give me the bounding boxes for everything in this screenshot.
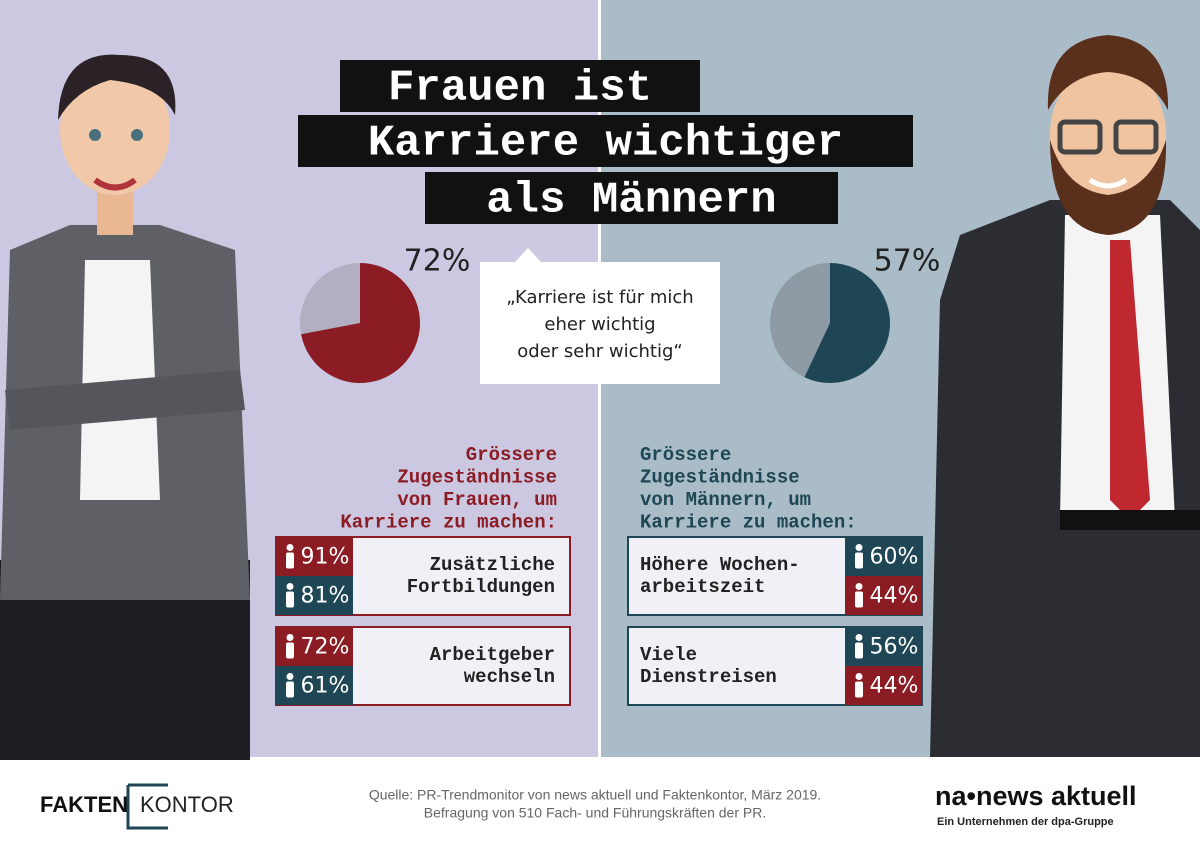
- section-heading: Grössere: [640, 444, 731, 466]
- person-icon: [286, 673, 294, 680]
- section-heading: von Männern, um: [640, 489, 811, 511]
- pie-label: 57%: [874, 244, 941, 279]
- title-box: [340, 60, 700, 112]
- stat-value: 44%: [870, 584, 919, 609]
- logo-left-light: KONTOR: [140, 792, 234, 817]
- quote-box: [480, 262, 720, 384]
- item-label: Fortbildungen: [407, 576, 555, 598]
- title-line: als Männern: [486, 176, 776, 226]
- pie-slice: [804, 263, 891, 384]
- person-icon: [286, 634, 294, 641]
- item-label: Arbeitgeber: [430, 644, 555, 666]
- person-icon: [855, 634, 863, 641]
- section-heading: Zugeständnisse: [397, 467, 557, 489]
- person-icon: [855, 673, 863, 680]
- stat-value: 56%: [870, 635, 919, 660]
- title-box: [425, 172, 838, 224]
- person-icon: [286, 544, 294, 551]
- title-box: [298, 115, 913, 167]
- person-icon: [286, 583, 294, 590]
- quote-line: eher wichtig: [544, 314, 655, 335]
- man-figure: [930, 35, 1200, 757]
- person-icon: [855, 552, 863, 569]
- logo-left-bold: FAKTEN: [40, 792, 128, 817]
- person-icon: [855, 681, 863, 698]
- stat-value: 60%: [870, 545, 919, 570]
- person-icon: [286, 552, 294, 569]
- logo-frame: [126, 783, 168, 830]
- quote-line: „Karriere ist für mich: [506, 287, 693, 308]
- stat-value: 61%: [301, 674, 350, 699]
- item-label: Viele: [640, 644, 697, 666]
- person-icon: [855, 544, 863, 551]
- section-heading: Zugeständnisse: [640, 467, 800, 489]
- stat-value: 72%: [301, 635, 350, 660]
- item-label: Zusätzliche: [430, 554, 555, 576]
- person-icon: [286, 591, 294, 608]
- section-heading: Karriere zu machen:: [640, 512, 857, 534]
- person-icon: [855, 591, 863, 608]
- pie-label: 72%: [404, 244, 471, 279]
- item-label: wechseln: [464, 666, 555, 688]
- item-label: Höhere Wochen-: [640, 554, 800, 576]
- person-icon: [855, 642, 863, 659]
- section-heading: Grössere: [466, 444, 557, 466]
- stat-value: 91%: [301, 545, 350, 570]
- footer-bg: [0, 757, 1200, 849]
- item-label: Dienstreisen: [640, 666, 777, 688]
- stat-value: 44%: [870, 674, 919, 699]
- item-label: arbeitszeit: [640, 576, 765, 598]
- stat-value: 81%: [301, 584, 350, 609]
- section-heading: Karriere zu machen:: [340, 512, 557, 534]
- title-line: Karriere wichtiger: [368, 119, 843, 169]
- source-line: Quelle: PR-Trendmonitor von news aktuell…: [369, 787, 821, 803]
- person-icon: [286, 642, 294, 659]
- logo-right: na•news aktuell: [935, 781, 1137, 811]
- quote-line: oder sehr wichtig“: [517, 341, 682, 362]
- title-line: Frauen ist: [388, 64, 652, 114]
- source-line: Befragung von 510 Fach- und Führungskräf…: [424, 805, 766, 821]
- quote-pointer: [515, 248, 541, 262]
- logo-tagline: Ein Unternehmen der dpa-Gruppe: [937, 816, 1114, 828]
- section-heading: von Frauen, um: [397, 489, 557, 511]
- person-icon: [286, 681, 294, 698]
- woman-figure: [0, 54, 250, 760]
- person-icon: [855, 583, 863, 590]
- pie-slice: [301, 263, 421, 383]
